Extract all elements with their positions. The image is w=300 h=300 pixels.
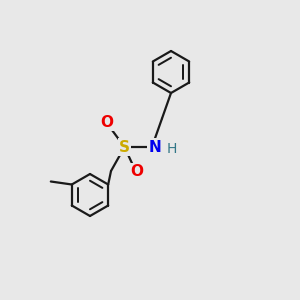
Text: O: O — [130, 164, 144, 179]
Text: N: N — [148, 140, 161, 154]
Text: O: O — [100, 115, 113, 130]
Text: H: H — [167, 142, 177, 156]
Text: S: S — [119, 140, 130, 154]
